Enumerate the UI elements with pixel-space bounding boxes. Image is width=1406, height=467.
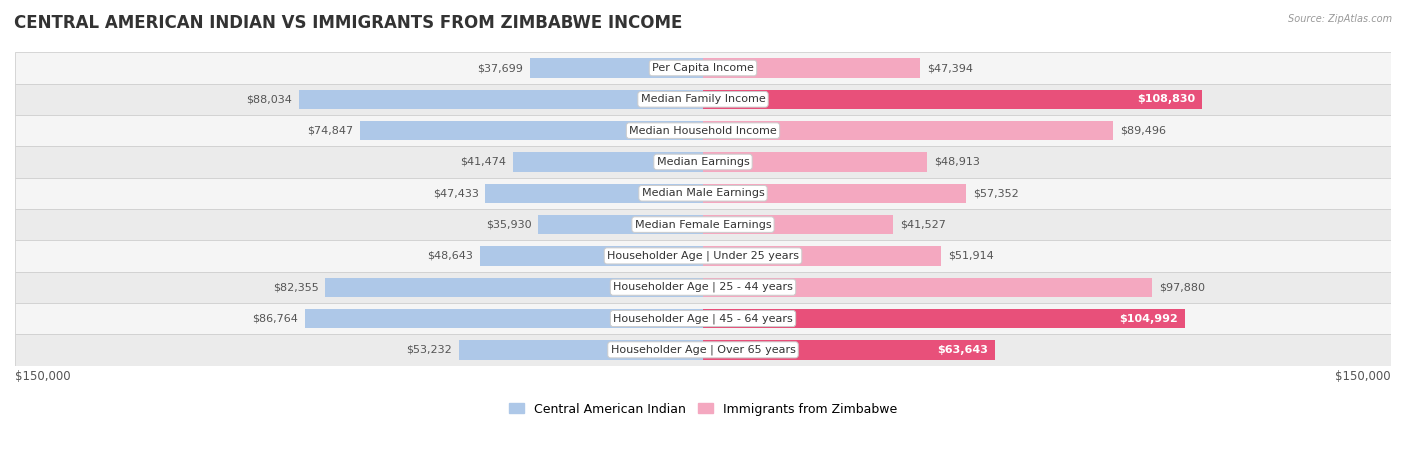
FancyBboxPatch shape	[15, 146, 1391, 177]
Text: Median Male Earnings: Median Male Earnings	[641, 188, 765, 198]
Text: Householder Age | Under 25 years: Householder Age | Under 25 years	[607, 251, 799, 261]
Bar	[538, 215, 703, 234]
Bar	[305, 309, 703, 328]
Text: $48,913: $48,913	[934, 157, 980, 167]
Bar	[703, 152, 928, 172]
Bar	[530, 58, 703, 78]
Bar	[479, 246, 703, 266]
Text: Householder Age | 45 - 64 years: Householder Age | 45 - 64 years	[613, 313, 793, 324]
Text: $86,764: $86,764	[252, 313, 298, 324]
FancyBboxPatch shape	[15, 52, 1391, 84]
Bar	[703, 58, 921, 78]
Bar	[325, 277, 703, 297]
Bar	[703, 184, 966, 203]
Text: $57,352: $57,352	[973, 188, 1019, 198]
FancyBboxPatch shape	[15, 177, 1391, 209]
Text: $63,643: $63,643	[938, 345, 988, 355]
FancyBboxPatch shape	[15, 303, 1391, 334]
Text: $53,232: $53,232	[406, 345, 451, 355]
Text: Median Earnings: Median Earnings	[657, 157, 749, 167]
Text: Per Capita Income: Per Capita Income	[652, 63, 754, 73]
FancyBboxPatch shape	[15, 84, 1391, 115]
Text: Source: ZipAtlas.com: Source: ZipAtlas.com	[1288, 14, 1392, 24]
Text: $48,643: $48,643	[427, 251, 472, 261]
Bar	[513, 152, 703, 172]
Text: $47,394: $47,394	[928, 63, 973, 73]
Bar	[703, 121, 1114, 141]
Text: Median Household Income: Median Household Income	[628, 126, 778, 135]
Bar	[485, 184, 703, 203]
Text: $37,699: $37,699	[477, 63, 523, 73]
FancyBboxPatch shape	[15, 209, 1391, 240]
Text: $82,355: $82,355	[273, 282, 318, 292]
Text: $88,034: $88,034	[246, 94, 292, 104]
Bar	[703, 215, 893, 234]
Bar	[703, 309, 1185, 328]
Bar	[299, 90, 703, 109]
Text: Median Family Income: Median Family Income	[641, 94, 765, 104]
Text: $51,914: $51,914	[948, 251, 994, 261]
Bar	[703, 90, 1202, 109]
Text: $108,830: $108,830	[1137, 94, 1195, 104]
Text: $104,992: $104,992	[1119, 313, 1178, 324]
FancyBboxPatch shape	[15, 334, 1391, 366]
Bar	[703, 340, 995, 360]
Bar	[360, 121, 703, 141]
FancyBboxPatch shape	[15, 272, 1391, 303]
FancyBboxPatch shape	[15, 240, 1391, 272]
Text: Householder Age | 25 - 44 years: Householder Age | 25 - 44 years	[613, 282, 793, 292]
Text: $89,496: $89,496	[1121, 126, 1167, 135]
Text: $74,847: $74,847	[307, 126, 353, 135]
Text: $41,474: $41,474	[460, 157, 506, 167]
Text: CENTRAL AMERICAN INDIAN VS IMMIGRANTS FROM ZIMBABWE INCOME: CENTRAL AMERICAN INDIAN VS IMMIGRANTS FR…	[14, 14, 682, 32]
Text: $150,000: $150,000	[15, 370, 70, 383]
Bar	[703, 277, 1152, 297]
Text: Householder Age | Over 65 years: Householder Age | Over 65 years	[610, 345, 796, 355]
Text: $35,930: $35,930	[485, 219, 531, 230]
Bar	[458, 340, 703, 360]
Bar	[703, 246, 941, 266]
Text: $97,880: $97,880	[1159, 282, 1205, 292]
Text: $150,000: $150,000	[1336, 370, 1391, 383]
Text: $47,433: $47,433	[433, 188, 478, 198]
Text: Median Female Earnings: Median Female Earnings	[634, 219, 772, 230]
Legend: Central American Indian, Immigrants from Zimbabwe: Central American Indian, Immigrants from…	[509, 403, 897, 416]
FancyBboxPatch shape	[15, 115, 1391, 146]
Text: $41,527: $41,527	[900, 219, 946, 230]
